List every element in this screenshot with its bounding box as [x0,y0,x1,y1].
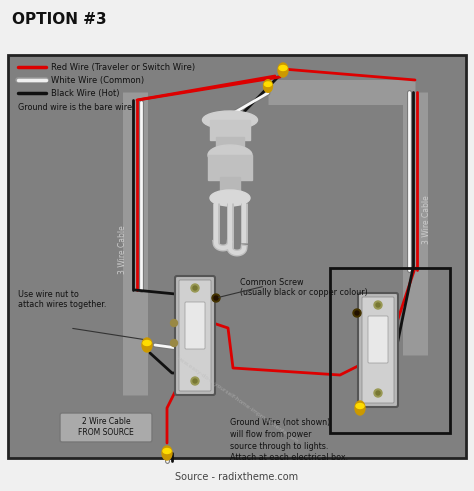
Ellipse shape [162,446,172,460]
Ellipse shape [356,404,364,409]
Ellipse shape [210,190,250,206]
Ellipse shape [163,448,171,454]
Ellipse shape [264,82,272,86]
FancyBboxPatch shape [179,280,211,391]
Text: OPTION #3: OPTION #3 [12,12,107,27]
Ellipse shape [355,401,365,415]
Circle shape [374,389,382,397]
Ellipse shape [264,80,273,92]
Ellipse shape [208,145,252,165]
Bar [8,55,466,458]
Circle shape [374,301,382,309]
Text: www.easy-do-it-yourself-home-improvements.com: www.easy-do-it-yourself-home-improvement… [174,355,300,445]
Text: Ground Wire (not shown)
will flow from power
source through to lights.
Attach at: Ground Wire (not shown) will flow from p… [230,418,348,463]
Circle shape [376,391,380,395]
Bar [330,268,450,433]
Text: Red Wire (Traveler or Switch Wire): Red Wire (Traveler or Switch Wire) [51,62,195,72]
Circle shape [191,284,199,292]
Circle shape [171,320,177,327]
Circle shape [214,296,218,300]
Bar [210,120,250,140]
Bar [208,155,252,180]
Text: Ground wire is the bare wire: Ground wire is the bare wire [18,103,132,112]
FancyBboxPatch shape [185,302,205,349]
FancyBboxPatch shape [362,297,394,403]
FancyBboxPatch shape [368,316,388,363]
Ellipse shape [202,111,257,129]
Circle shape [355,311,359,315]
Text: 2 Wire Cable
FROM SOURCE: 2 Wire Cable FROM SOURCE [78,417,134,437]
Ellipse shape [279,65,287,71]
Circle shape [193,379,197,383]
Text: Common Screw
(usually black or copper colour): Common Screw (usually black or copper co… [240,278,368,298]
Text: 3 Wire Cable: 3 Wire Cable [118,226,128,274]
Circle shape [212,294,220,302]
Ellipse shape [142,338,152,352]
Text: White Wire (Common): White Wire (Common) [51,76,144,84]
Text: 3 Wire Cable: 3 Wire Cable [422,195,431,245]
Circle shape [171,339,177,347]
Text: Black Wire (Hot): Black Wire (Hot) [51,88,119,98]
FancyBboxPatch shape [175,276,215,395]
Ellipse shape [143,340,151,346]
Bar [220,177,240,195]
Circle shape [191,377,199,385]
Text: Source - radixtheme.com: Source - radixtheme.com [175,472,299,482]
FancyBboxPatch shape [60,413,152,442]
Circle shape [376,303,380,307]
Text: Use wire nut to
attach wires together.: Use wire nut to attach wires together. [18,290,106,309]
FancyBboxPatch shape [358,293,398,407]
Circle shape [353,309,361,317]
Ellipse shape [278,63,288,77]
Bar [216,137,244,152]
Circle shape [193,286,197,290]
